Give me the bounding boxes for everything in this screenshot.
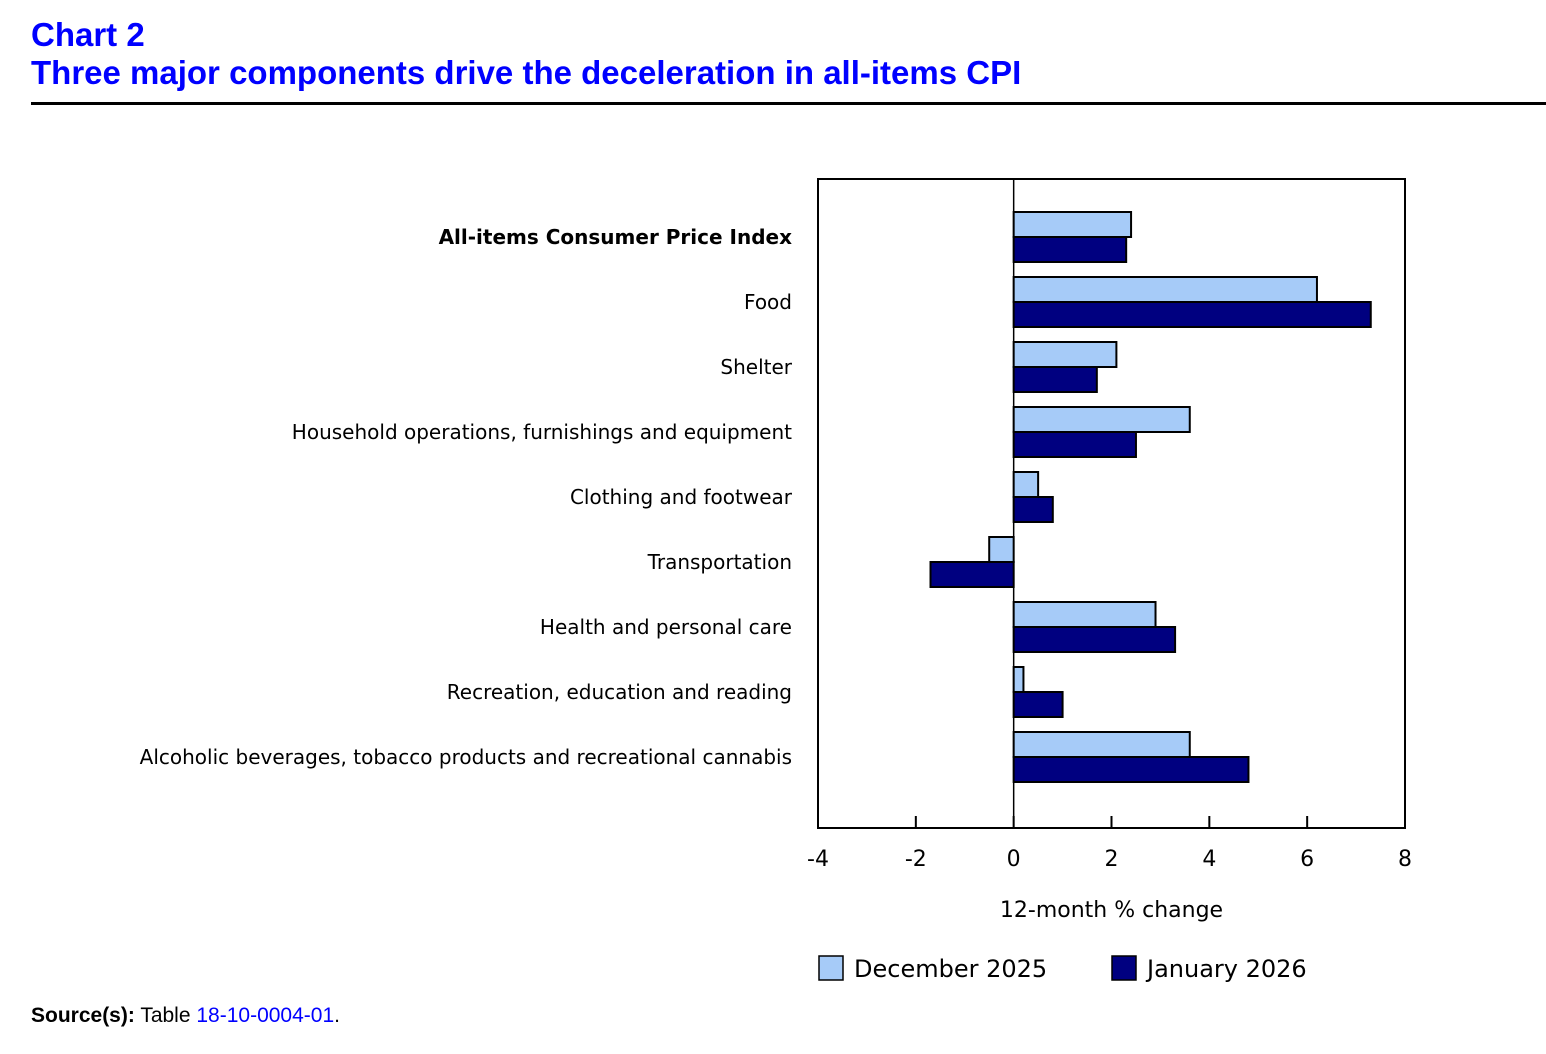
bar-january-2026: [1012, 366, 1098, 393]
bar-december-2025: [988, 536, 1015, 563]
x-tick-label: 6: [1300, 847, 1314, 872]
bar-january-2026: [1012, 691, 1064, 718]
bar-december-2025: [1012, 471, 1040, 498]
bar-december-2025: [1012, 276, 1318, 303]
category-label: Alcoholic beverages, tobacco products an…: [140, 745, 792, 769]
chart-title-block: Chart 2 Three major components drive the…: [31, 16, 1021, 92]
x-tick-label: 0: [1007, 847, 1021, 872]
category-label: Health and personal care: [540, 615, 792, 639]
source-label: Source(s):: [31, 1004, 135, 1027]
bar-december-2025: [1012, 666, 1025, 693]
bar-december-2025: [1012, 406, 1191, 433]
bar-december-2025: [1012, 341, 1118, 368]
category-label: Clothing and footwear: [570, 485, 793, 509]
category-label: Food: [744, 290, 792, 314]
x-axis-label: 12-month % change: [1000, 898, 1223, 923]
bar-january-2026: [929, 561, 1015, 588]
title-divider: [31, 102, 1546, 105]
category-label: Household operations, furnishings and eq…: [292, 420, 792, 444]
source-table-link[interactable]: 18-10-0004-01: [196, 1004, 335, 1027]
bar-january-2026: [1012, 431, 1137, 458]
bar-december-2025: [1012, 211, 1133, 238]
x-tick-label: 8: [1398, 847, 1412, 872]
x-tick-label: 4: [1202, 847, 1216, 872]
legend-label: January 2026: [1145, 955, 1307, 983]
legend-label: December 2025: [854, 955, 1047, 983]
legend-swatch: [818, 955, 844, 981]
category-label: All-items Consumer Price Index: [439, 225, 793, 249]
chart-title: Three major components drive the deceler…: [31, 54, 1022, 91]
chart-number: Chart 2: [31, 16, 145, 53]
bar-december-2025: [1012, 731, 1191, 758]
bar-january-2026: [1012, 626, 1177, 653]
bar-january-2026: [1012, 756, 1250, 783]
bar-chart: -4 -2 0 2 4 6 8 12-month % change All-items Cons…: [140, 178, 1412, 983]
source-prefix: Table: [140, 1004, 191, 1027]
legend-swatch: [1111, 955, 1137, 981]
bar-january-2026: [1012, 236, 1128, 263]
category-label: Shelter: [720, 355, 792, 379]
bar-december-2025: [1012, 601, 1157, 628]
bar-january-2026: [1012, 301, 1372, 328]
category-label: Transportation: [647, 550, 792, 574]
source-suffix: .: [334, 1004, 340, 1027]
x-tick-label: 2: [1105, 847, 1119, 872]
x-tick-label: -2: [905, 847, 927, 872]
category-label: Recreation, education and reading: [447, 680, 792, 704]
source-note: Source(s): Table 18-10-0004-01.: [31, 1004, 340, 1028]
bar-january-2026: [1012, 496, 1054, 523]
x-tick-label: -4: [807, 847, 829, 872]
